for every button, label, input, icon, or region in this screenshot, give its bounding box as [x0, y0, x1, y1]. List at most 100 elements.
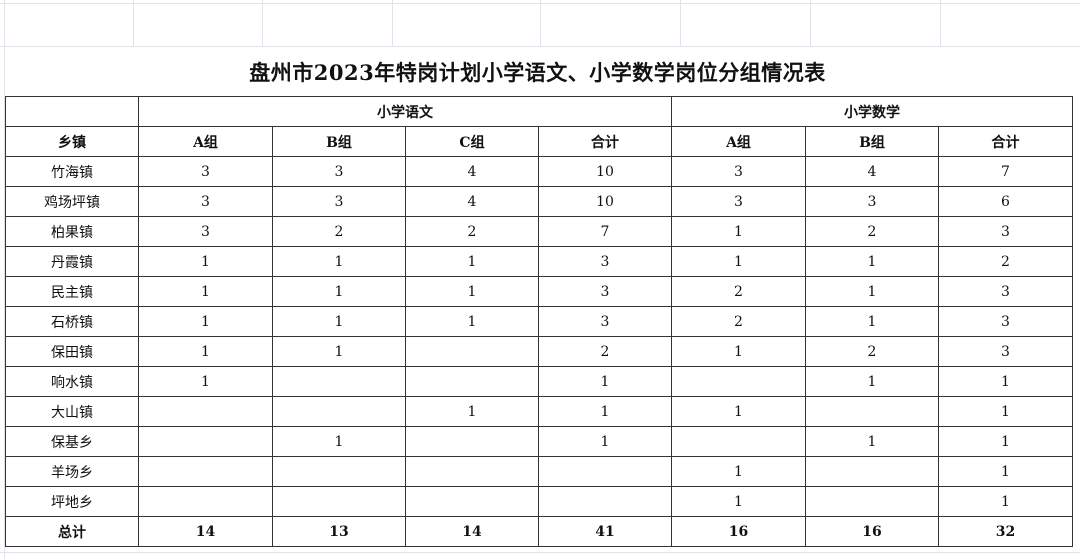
count-cell[interactable] [405, 486, 539, 517]
town-cell[interactable]: 大山镇 [5, 396, 139, 427]
count-cell[interactable]: 1 [138, 366, 273, 397]
total-cell[interactable]: 41 [538, 516, 672, 547]
count-cell[interactable] [538, 456, 672, 487]
count-cell[interactable]: 4 [405, 186, 539, 217]
count-cell[interactable]: 3 [538, 246, 672, 277]
column-header[interactable]: 乡镇 [5, 126, 139, 157]
count-cell[interactable] [272, 486, 406, 517]
table-title[interactable]: 盘州市2023年特岗计划小学语文、小学数学岗位分组情况表 [249, 59, 826, 85]
count-cell[interactable]: 3 [938, 336, 1073, 367]
town-cell[interactable]: 保田镇 [5, 336, 139, 367]
count-cell[interactable]: 3 [805, 186, 939, 217]
count-cell[interactable]: 1 [805, 426, 939, 457]
count-cell[interactable]: 1 [805, 276, 939, 307]
count-cell[interactable]: 2 [405, 216, 539, 247]
count-cell[interactable]: 1 [138, 246, 273, 277]
town-cell[interactable]: 保基乡 [5, 426, 139, 457]
count-cell[interactable]: 10 [538, 186, 672, 217]
count-cell[interactable]: 10 [538, 156, 672, 187]
count-cell[interactable]: 1 [405, 396, 539, 427]
count-cell[interactable]: 3 [272, 156, 406, 187]
count-cell[interactable]: 1 [805, 366, 939, 397]
count-cell[interactable] [405, 366, 539, 397]
group-chinese[interactable]: 小学语文 [138, 96, 672, 127]
count-cell[interactable]: 1 [938, 366, 1073, 397]
count-cell[interactable] [671, 366, 806, 397]
town-cell[interactable]: 竹海镇 [5, 156, 139, 187]
total-cell[interactable]: 14 [138, 516, 273, 547]
count-cell[interactable] [272, 396, 406, 427]
count-cell[interactable]: 1 [138, 306, 273, 337]
count-cell[interactable] [272, 366, 406, 397]
count-cell[interactable]: 1 [805, 246, 939, 277]
count-cell[interactable] [405, 426, 539, 457]
count-cell[interactable]: 1 [272, 336, 406, 367]
count-cell[interactable]: 3 [138, 186, 273, 217]
count-cell[interactable]: 3 [671, 156, 806, 187]
count-cell[interactable]: 1 [938, 396, 1073, 427]
count-cell[interactable]: 3 [538, 306, 672, 337]
count-cell[interactable] [405, 336, 539, 367]
count-cell[interactable] [138, 486, 273, 517]
count-cell[interactable]: 1 [138, 336, 273, 367]
count-cell[interactable] [671, 426, 806, 457]
count-cell[interactable]: 1 [938, 456, 1073, 487]
count-cell[interactable]: 3 [938, 216, 1073, 247]
count-cell[interactable]: 1 [138, 276, 273, 307]
count-cell[interactable]: 1 [538, 396, 672, 427]
count-cell[interactable] [805, 396, 939, 427]
count-cell[interactable]: 1 [538, 366, 672, 397]
count-cell[interactable]: 3 [938, 306, 1073, 337]
town-cell[interactable]: 羊场乡 [5, 456, 139, 487]
count-cell[interactable]: 2 [805, 216, 939, 247]
count-cell[interactable]: 1 [272, 426, 406, 457]
count-cell[interactable] [538, 486, 672, 517]
cell[interactable] [5, 96, 139, 127]
count-cell[interactable]: 1 [538, 426, 672, 457]
count-cell[interactable]: 7 [938, 156, 1073, 187]
count-cell[interactable] [138, 396, 273, 427]
count-cell[interactable] [272, 456, 406, 487]
count-cell[interactable]: 1 [671, 486, 806, 517]
count-cell[interactable]: 1 [272, 246, 406, 277]
town-cell[interactable]: 民主镇 [5, 276, 139, 307]
count-cell[interactable]: 2 [938, 246, 1073, 277]
column-header[interactable]: B组 [272, 126, 406, 157]
count-cell[interactable]: 3 [671, 186, 806, 217]
count-cell[interactable] [138, 426, 273, 457]
town-cell[interactable]: 鸡场坪镇 [5, 186, 139, 217]
count-cell[interactable]: 2 [805, 336, 939, 367]
count-cell[interactable]: 1 [671, 246, 806, 277]
count-cell[interactable]: 2 [272, 216, 406, 247]
column-header[interactable]: A组 [138, 126, 273, 157]
count-cell[interactable]: 1 [671, 396, 806, 427]
count-cell[interactable]: 6 [938, 186, 1073, 217]
count-cell[interactable]: 3 [938, 276, 1073, 307]
total-cell[interactable]: 16 [671, 516, 806, 547]
count-cell[interactable]: 4 [405, 156, 539, 187]
town-cell[interactable]: 丹霞镇 [5, 246, 139, 277]
count-cell[interactable]: 1 [272, 306, 406, 337]
count-cell[interactable] [138, 456, 273, 487]
total-cell[interactable]: 14 [405, 516, 539, 547]
count-cell[interactable]: 1 [938, 426, 1073, 457]
count-cell[interactable]: 1 [405, 306, 539, 337]
town-cell[interactable]: 响水镇 [5, 366, 139, 397]
total-label[interactable]: 总计 [5, 516, 139, 547]
column-header[interactable]: C组 [405, 126, 539, 157]
count-cell[interactable]: 1 [938, 486, 1073, 517]
count-cell[interactable]: 2 [538, 336, 672, 367]
count-cell[interactable]: 3 [272, 186, 406, 217]
count-cell[interactable]: 3 [138, 216, 273, 247]
count-cell[interactable]: 3 [538, 276, 672, 307]
count-cell[interactable] [405, 456, 539, 487]
count-cell[interactable]: 7 [538, 216, 672, 247]
column-header[interactable]: 合计 [938, 126, 1073, 157]
count-cell[interactable] [805, 486, 939, 517]
total-cell[interactable]: 32 [938, 516, 1073, 547]
count-cell[interactable]: 2 [671, 276, 806, 307]
count-cell[interactable]: 4 [805, 156, 939, 187]
count-cell[interactable]: 1 [671, 216, 806, 247]
count-cell[interactable]: 2 [671, 306, 806, 337]
count-cell[interactable]: 1 [405, 276, 539, 307]
